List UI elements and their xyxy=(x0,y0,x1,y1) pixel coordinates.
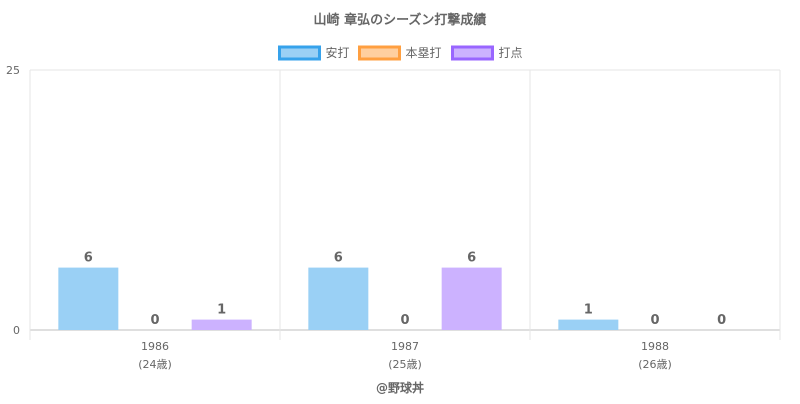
data-label-1-3: 1 xyxy=(584,303,593,318)
x-tick-label-age-1: (24歳) xyxy=(138,358,172,371)
x-axis: 1986 (24歳) 1987 (25歳) 1988 (26歳) xyxy=(138,340,672,371)
bar-1-2 xyxy=(308,267,369,330)
x-tick-label-age-2: (25歳) xyxy=(388,358,422,371)
y-tick-label-1: 0 xyxy=(13,324,20,337)
bar-1-1 xyxy=(58,267,119,330)
data-label-2-3: 0 xyxy=(650,313,659,328)
x-tick-label-age-3: (26歳) xyxy=(638,358,672,371)
legend-swatch-2 xyxy=(358,45,401,61)
x-tick-label-year-2: 1987 xyxy=(391,340,419,353)
bars xyxy=(58,267,619,330)
legend: 安打 本塁打 打点 xyxy=(278,45,523,61)
data-label-1-1: 6 xyxy=(84,251,93,266)
bar-3-2 xyxy=(441,267,502,330)
legend-label-1: 安打 xyxy=(326,45,350,60)
chart-credit: @野球丼 xyxy=(376,380,424,395)
x-tick-label-year-3: 1988 xyxy=(641,340,669,353)
data-label-3-1: 1 xyxy=(217,303,226,318)
bar-1-3 xyxy=(558,319,619,330)
y-axis: 0 25 xyxy=(6,64,20,337)
x-tick-label-year-1: 1986 xyxy=(141,340,169,353)
data-label-3-2: 6 xyxy=(467,251,476,266)
data-label-1-2: 6 xyxy=(334,251,343,266)
legend-swatch-1 xyxy=(278,45,321,61)
bar-3-1 xyxy=(191,319,252,330)
data-labels: 6 6 1 0 0 0 1 6 0 xyxy=(84,251,726,328)
data-label-3-3: 0 xyxy=(717,313,726,328)
legend-label-3: 打点 xyxy=(499,46,523,60)
y-tick-label-2: 25 xyxy=(6,64,20,77)
grid xyxy=(29,69,781,340)
legend-label-2: 本塁打 xyxy=(406,46,442,60)
data-label-2-1: 0 xyxy=(150,313,159,328)
chart-title: 山崎 章弘のシーズン打撃成績 xyxy=(314,12,487,28)
data-label-2-2: 0 xyxy=(400,313,409,328)
legend-swatch-3 xyxy=(451,45,494,61)
